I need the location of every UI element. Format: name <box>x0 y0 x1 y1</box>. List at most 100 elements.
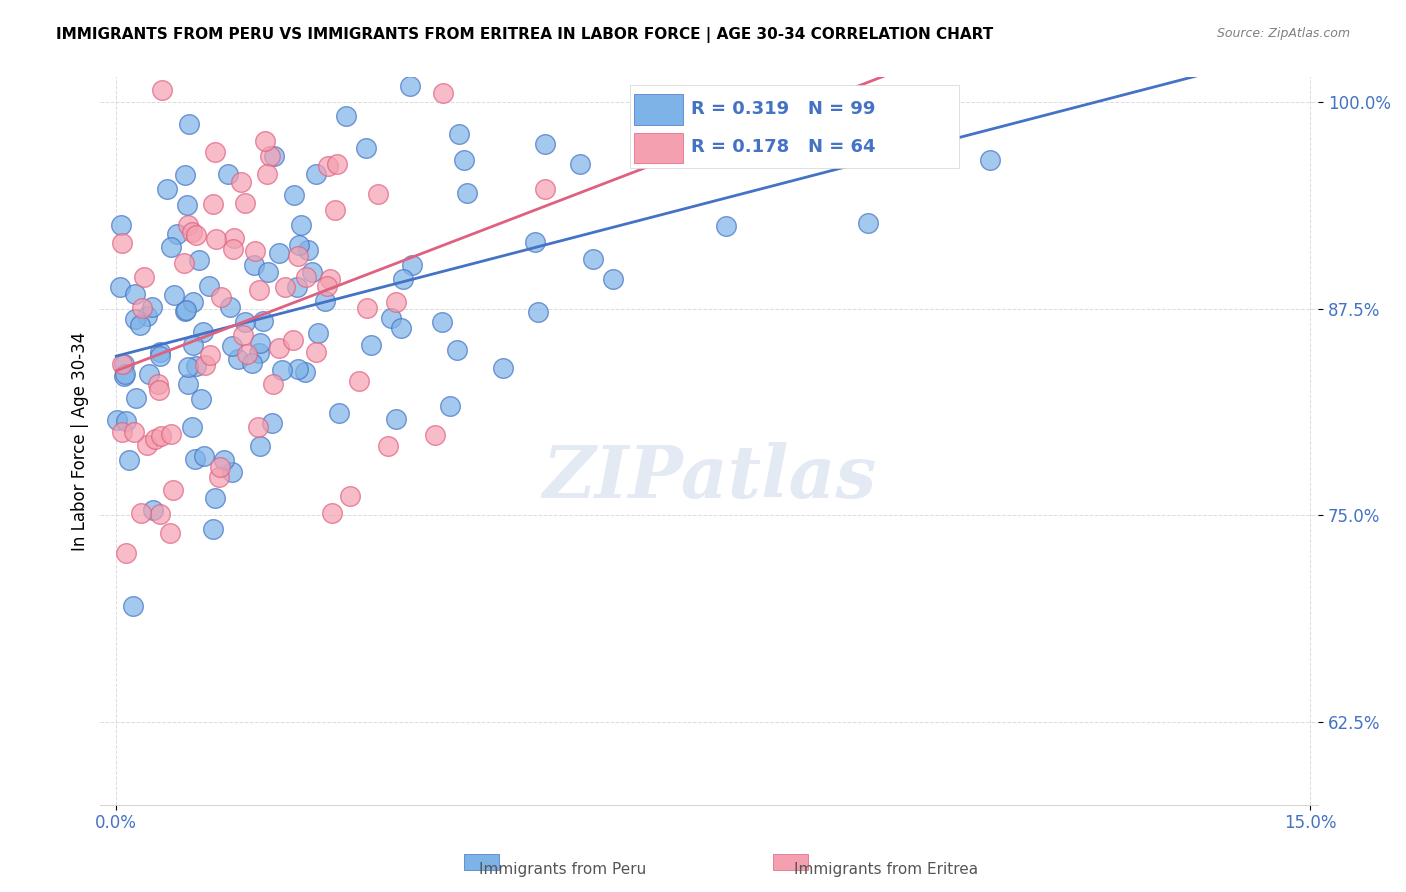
Immigrants from Eritrea <box>256 167 278 181</box>
Immigrants from Eritrea <box>295 269 318 284</box>
Text: Immigrants from Peru: Immigrants from Peru <box>479 863 645 877</box>
Immigrants from Eritrea <box>173 256 195 270</box>
Immigrants from Peru <box>149 349 172 363</box>
Immigrants from Eritrea <box>231 175 253 189</box>
Immigrants from Peru <box>124 311 146 326</box>
Immigrants from Peru <box>247 346 270 360</box>
Immigrants from Eritrea <box>347 374 370 388</box>
Immigrants from Eritrea <box>423 428 446 442</box>
Immigrants from Eritrea <box>304 344 326 359</box>
Immigrants from Peru <box>114 368 136 382</box>
Immigrants from Peru <box>181 337 204 351</box>
Immigrants from Peru <box>257 265 280 279</box>
Immigrants from Peru <box>218 301 240 315</box>
Text: Source: ZipAtlas.com: Source: ZipAtlas.com <box>1216 27 1350 40</box>
Immigrants from Peru <box>212 452 235 467</box>
Immigrants from Peru <box>283 188 305 202</box>
Immigrants from Eritrea <box>145 433 167 447</box>
Immigrants from Eritrea <box>274 280 297 294</box>
Immigrants from Peru <box>447 127 470 141</box>
Immigrants from Eritrea <box>208 460 231 475</box>
Immigrants from Peru <box>110 218 132 232</box>
Immigrants from Peru <box>226 351 249 366</box>
Immigrants from Eritrea <box>150 428 173 442</box>
Y-axis label: In Labor Force | Age 30-34: In Labor Force | Age 30-34 <box>72 332 89 550</box>
Immigrants from Peru <box>979 153 1001 168</box>
Immigrants from Peru <box>242 259 264 273</box>
Immigrants from Peru <box>392 271 415 285</box>
Immigrants from Peru <box>190 392 212 407</box>
Immigrants from Peru <box>249 335 271 350</box>
Immigrants from Peru <box>240 356 263 370</box>
Immigrants from Peru <box>221 339 243 353</box>
Immigrants from Peru <box>193 449 215 463</box>
Immigrants from Peru <box>177 117 200 131</box>
Immigrants from Peru <box>307 326 329 341</box>
Immigrants from Peru <box>856 217 879 231</box>
Immigrants from Peru <box>105 413 128 427</box>
Immigrants from Peru <box>129 318 152 332</box>
Immigrants from Peru <box>290 218 312 232</box>
Immigrants from Peru <box>163 288 186 302</box>
Immigrants from Peru <box>399 78 422 93</box>
Immigrants from Eritrea <box>316 279 339 293</box>
Immigrants from Peru <box>271 363 294 377</box>
Immigrants from Peru <box>217 167 239 181</box>
Immigrants from Eritrea <box>222 242 245 256</box>
Immigrants from Eritrea <box>384 295 406 310</box>
Immigrants from Peru <box>174 168 197 182</box>
Immigrants from Eritrea <box>160 427 183 442</box>
Immigrants from Eritrea <box>243 244 266 258</box>
Immigrants from Peru <box>176 198 198 212</box>
Immigrants from Peru <box>335 109 357 123</box>
Immigrants from Peru <box>301 264 323 278</box>
Immigrants from Eritrea <box>232 327 254 342</box>
Text: Immigrants from Eritrea: Immigrants from Eritrea <box>794 863 977 877</box>
Text: IMMIGRANTS FROM PERU VS IMMIGRANTS FROM ERITREA IN LABOR FORCE | AGE 30-34 CORRE: IMMIGRANTS FROM PERU VS IMMIGRANTS FROM … <box>56 27 994 43</box>
Immigrants from Eritrea <box>131 301 153 315</box>
Immigrants from Peru <box>527 304 550 318</box>
Immigrants from Eritrea <box>287 250 309 264</box>
Immigrants from Eritrea <box>367 186 389 201</box>
Immigrants from Peru <box>446 343 468 357</box>
Immigrants from Eritrea <box>224 231 246 245</box>
Immigrants from Peru <box>389 321 412 335</box>
Immigrants from Peru <box>360 338 382 352</box>
Immigrants from Eritrea <box>134 269 156 284</box>
Immigrants from Peru <box>328 406 350 420</box>
Immigrants from Eritrea <box>110 425 132 439</box>
Immigrants from Peru <box>233 315 256 329</box>
Immigrants from Eritrea <box>162 483 184 497</box>
Immigrants from Peru <box>176 376 198 391</box>
Text: R = 0.178   N = 64: R = 0.178 N = 64 <box>690 138 876 156</box>
Immigrants from Eritrea <box>326 157 349 171</box>
Bar <box>773 854 808 870</box>
Immigrants from Peru <box>156 182 179 196</box>
Immigrants from Eritrea <box>204 145 226 159</box>
Immigrants from Peru <box>294 365 316 379</box>
Legend: Immigrants from Peru, Immigrants from Eritrea: Immigrants from Peru, Immigrants from Er… <box>568 87 851 154</box>
Immigrants from Peru <box>430 315 453 329</box>
Immigrants from Eritrea <box>148 383 170 397</box>
FancyBboxPatch shape <box>634 95 682 125</box>
Text: R = 0.319   N = 99: R = 0.319 N = 99 <box>690 100 876 118</box>
Immigrants from Peru <box>201 522 224 536</box>
Immigrants from Peru <box>114 414 136 428</box>
Immigrants from Peru <box>267 246 290 260</box>
Immigrants from Peru <box>297 243 319 257</box>
Immigrants from Peru <box>354 141 377 155</box>
Immigrants from Eritrea <box>534 182 557 196</box>
Immigrants from Eritrea <box>321 506 343 520</box>
Immigrants from Eritrea <box>115 546 138 560</box>
Immigrants from Peru <box>534 137 557 152</box>
Bar <box>464 854 499 870</box>
Immigrants from Eritrea <box>111 357 134 371</box>
Immigrants from Peru <box>124 287 146 301</box>
Immigrants from Peru <box>453 153 475 167</box>
Immigrants from Eritrea <box>148 377 170 392</box>
Immigrants from Peru <box>602 272 624 286</box>
Immigrants from Peru <box>141 301 163 315</box>
Immigrants from Peru <box>112 369 135 384</box>
Immigrants from Eritrea <box>269 341 291 355</box>
Immigrants from Peru <box>679 141 702 155</box>
